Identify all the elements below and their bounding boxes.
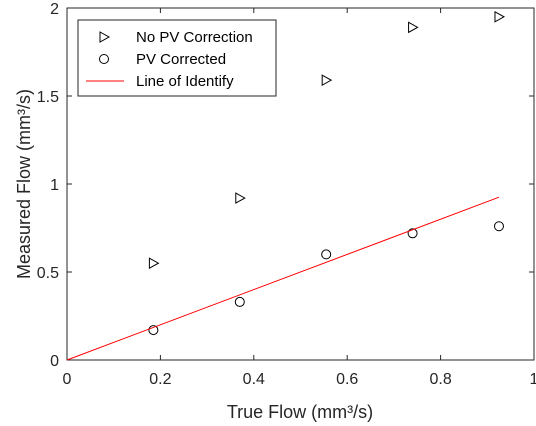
data-point-circle [407,228,418,239]
legend-label: PV Corrected [136,51,226,68]
y-tick-label: 2 [50,1,59,18]
legend-triangle-marker [99,31,111,43]
x-tick-label: 0.6 [336,371,358,388]
x-tick-label: 0.8 [429,371,451,388]
x-tick-label: 0 [63,371,72,388]
data-point-triangle [148,257,160,270]
data-point-triangle [494,10,506,23]
data-point-triangle [321,74,333,87]
data-point-circle [148,325,159,336]
y-tick-label: 1 [50,177,59,194]
x-axis-title: True Flow (mm³/s) [227,402,373,422]
data-point-circle [493,221,504,232]
legend-label: Line of Identify [136,73,234,90]
y-tick-label: 0 [50,353,59,370]
x-tick-label: 0.4 [243,371,265,388]
y-axis-title: Measured Flow (mm³/s) [14,89,34,279]
x-tick-label: 1 [530,371,536,388]
data-point-triangle [235,192,246,204]
data-point-circle [234,296,245,307]
x-tick-label: 0.2 [149,371,171,388]
legend: No PV Correction PV Corrected Line of Iden… [77,19,277,97]
axis-ticks: 0 0.2 0.4 0.6 0.8 1 0 0.5 1 1.5 2 [37,1,536,388]
data-marks [66,10,506,361]
identity-line [66,196,500,361]
data-point-circle [321,249,332,260]
legend-circle-marker [99,54,109,64]
legend-box [77,19,277,97]
data-point-triangle [408,21,419,34]
legend-items: No PV Correction PV Corrected Line of Iden… [86,29,253,90]
legend-label: No PV Correction [136,29,253,46]
y-tick-label: 0.5 [37,265,59,282]
y-tick-label: 1.5 [37,89,59,106]
